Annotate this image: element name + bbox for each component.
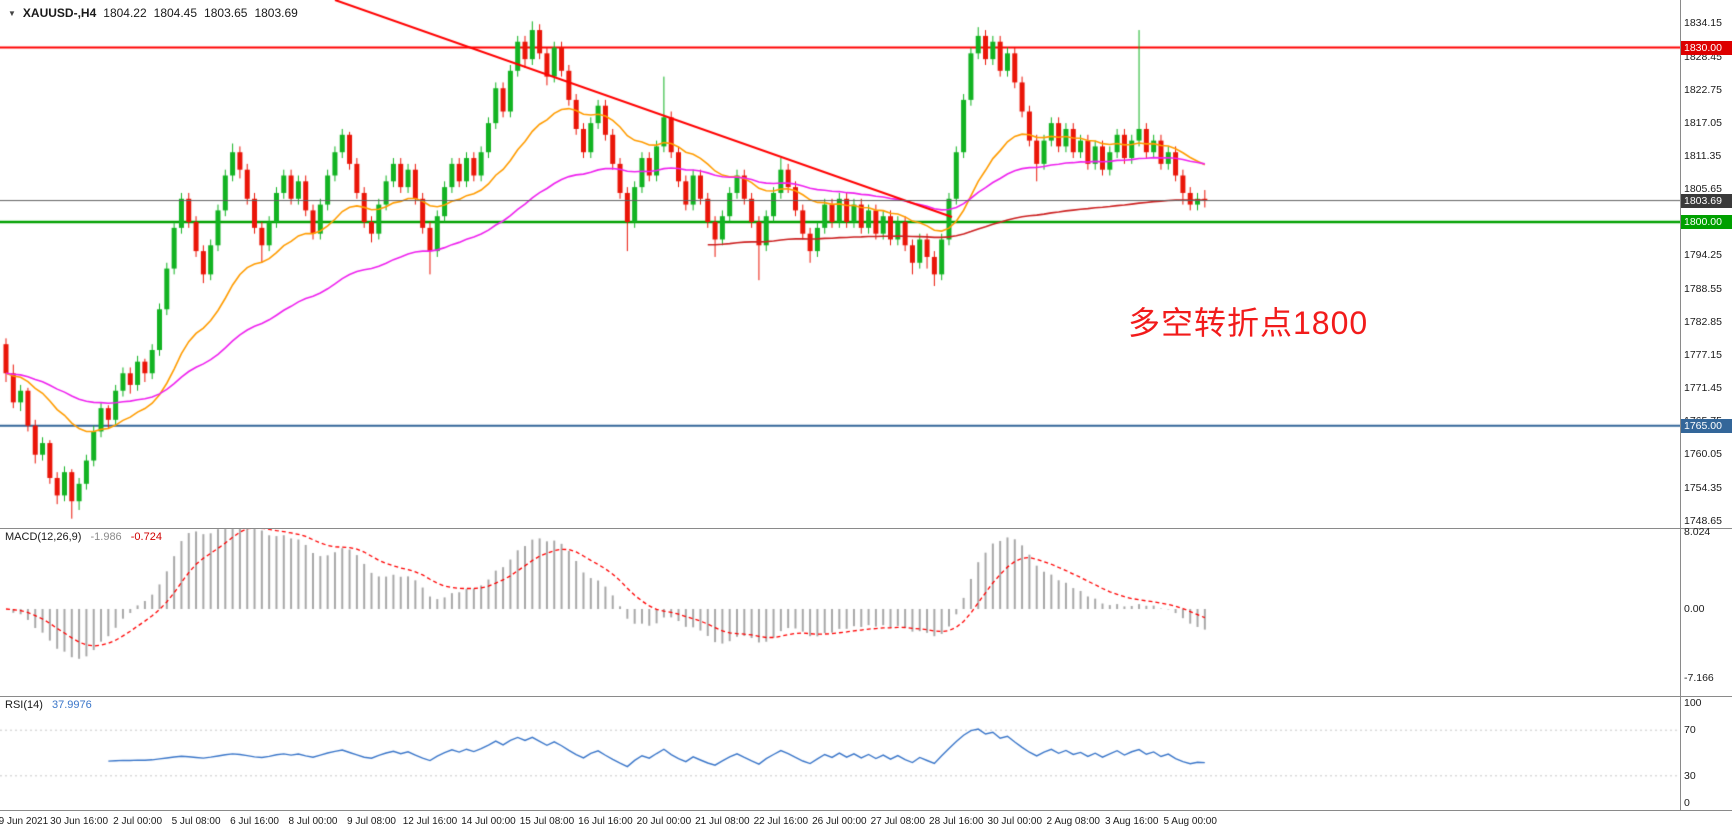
price-chart-canvas[interactable]: [0, 0, 1680, 528]
symbol-period-label: XAUUSD-,H4: [22, 6, 97, 20]
date-tick-label: 16 Jul 16:00: [578, 816, 633, 827]
date-tick-label: 6 Jul 16:00: [230, 816, 279, 827]
price-badge: 1765.00: [1681, 418, 1732, 433]
macd-name-label: MACD(12,26,9): [5, 531, 82, 543]
date-tick-label: 15 Jul 08:00: [519, 816, 575, 827]
chevron-down-icon[interactable]: ▼: [8, 8, 16, 18]
price-tick-label: 1782.85: [1684, 315, 1722, 328]
price-tick-label: 1771.45: [1684, 382, 1722, 395]
macd-indicator-canvas[interactable]: [0, 528, 1680, 696]
rsi-tick-label: 100: [1684, 697, 1702, 709]
price-tick-label: 1794.25: [1684, 249, 1722, 262]
macd-panel-separator: [0, 528, 1732, 529]
time-axis-separator: [0, 810, 1732, 811]
symbol-info-bar: ▼ XAUUSD-,H4 1804.22 1804.45 1803.65 180…: [8, 6, 298, 20]
date-tick-label: 21 Jul 08:00: [695, 816, 750, 827]
rsi-tick-label: 30: [1684, 769, 1696, 782]
date-tick-label: 28 Jul 16:00: [929, 816, 984, 827]
price-tick-label: 1811.35: [1684, 150, 1722, 162]
rsi-indicator-label: RSI(14) 37.9976: [5, 699, 92, 711]
date-tick-label: 27 Jul 08:00: [870, 816, 926, 827]
rsi-panel-separator: [0, 696, 1732, 697]
price-tick-label: 1805.65: [1684, 183, 1722, 196]
price-tick-label: 1817.05: [1684, 116, 1722, 129]
macd-signal-value: -0.724: [130, 531, 162, 543]
rsi-tick-label: 70: [1684, 724, 1696, 737]
date-tick-label: 12 Jul 16:00: [402, 816, 458, 827]
date-tick-label: 14 Jul 00:00: [461, 816, 516, 827]
ohlc-open-value: 1804.22: [103, 6, 147, 20]
date-tick-label: 2 Aug 08:00: [1046, 816, 1100, 827]
rsi-value: 37.9976: [51, 699, 92, 711]
price-badge: 1803.69: [1681, 193, 1732, 208]
date-tick-label: 30 Jul 00:00: [987, 816, 1043, 827]
chart-annotation-text[interactable]: 多空转折点1800: [1128, 305, 1369, 341]
price-tick-label: 1748.65: [1684, 514, 1722, 527]
price-badge: 1800.00: [1681, 215, 1732, 230]
price-tick-label: 1760.05: [1684, 448, 1722, 461]
price-scale-separator: [1680, 0, 1681, 810]
date-tick-label: 20 Jul 00:00: [636, 816, 692, 827]
price-tick-label: 1834.15: [1684, 17, 1722, 30]
price-tick-label: 1822.75: [1684, 83, 1722, 96]
macd-tick-label: 0.00: [1684, 603, 1705, 615]
date-tick-label: 2 Jul 00:00: [113, 816, 163, 827]
date-tick-label: 29 Jun 2021: [0, 816, 49, 827]
ohlc-low-value: 1803.65: [204, 6, 248, 20]
date-tick-label: 26 Jul 00:00: [812, 816, 867, 827]
price-badge: 1830.00: [1681, 40, 1732, 55]
date-tick-label: 5 Aug 00:00: [1163, 816, 1217, 827]
date-tick-label: 3 Aug 16:00: [1105, 816, 1159, 827]
rsi-tick-label: 0: [1684, 797, 1690, 809]
macd-main-value: -1.986: [90, 531, 122, 543]
ohlc-high-value: 1804.45: [153, 6, 198, 20]
rsi-indicator-canvas[interactable]: [0, 696, 1680, 810]
ohlc-close-value: 1803.69: [254, 6, 298, 20]
price-tick-label: 1788.55: [1684, 282, 1722, 295]
price-tick-label: 1777.15: [1684, 348, 1722, 361]
macd-indicator-label: MACD(12,26,9) -1.986 -0.724: [5, 531, 162, 543]
date-tick-label: 5 Jul 08:00: [171, 816, 221, 827]
date-tick-label: 9 Jul 08:00: [347, 816, 396, 827]
date-tick-label: 8 Jul 00:00: [288, 816, 338, 827]
date-tick-label: 30 Jun 16:00: [50, 816, 109, 827]
macd-tick-label: 8.024: [1684, 525, 1711, 538]
price-tick-label: 1754.35: [1684, 481, 1722, 494]
date-tick-label: 22 Jul 16:00: [753, 816, 809, 827]
rsi-name-label: RSI(14): [5, 699, 43, 711]
macd-tick-label: -7.166: [1684, 671, 1714, 684]
